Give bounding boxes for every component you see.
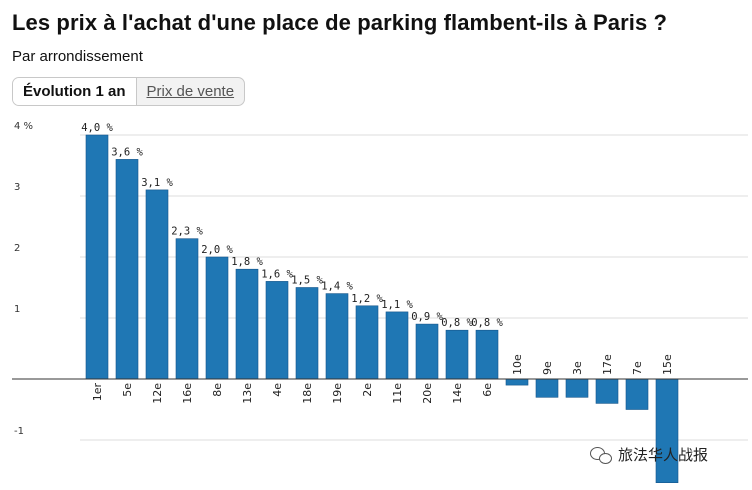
data-label: 0,8 % (471, 317, 503, 329)
wechat-icon (590, 446, 612, 464)
x-tick-label: 19e (331, 383, 344, 404)
bar-13e (235, 268, 259, 380)
watermark: 旅法华人战报 (590, 444, 708, 465)
x-tick-label: 17e (601, 354, 614, 375)
bar-1er (85, 134, 109, 380)
x-tick-label: 16e (181, 383, 194, 404)
x-tick-label: 9e (541, 361, 554, 375)
data-label: 1,2 % (351, 293, 383, 305)
bar-6e (475, 329, 499, 380)
bar-10e (505, 378, 529, 386)
x-tick-label: 13e (241, 383, 254, 404)
bar-9e (535, 378, 559, 398)
data-label: 1,8 % (231, 256, 263, 268)
data-label: 4,0 % (81, 122, 113, 134)
x-tick-label: 11e (391, 383, 404, 404)
bar-19e (325, 293, 349, 380)
y-tick-label: 3 (14, 182, 20, 193)
data-label: 0,9 % (411, 311, 443, 323)
x-tick-label: 15e (661, 354, 674, 375)
data-label: 1,1 % (381, 299, 413, 311)
page-subtitle: Par arrondissement (12, 48, 143, 65)
x-tick-label: 12e (151, 383, 164, 404)
bar-16e (175, 238, 199, 380)
bar-17e (595, 378, 619, 404)
bar-2e (355, 305, 379, 380)
toggle-prix-vente-button[interactable]: Prix de vente (137, 78, 245, 105)
page-title: Les prix à l'achat d'une place de parkin… (12, 10, 668, 35)
x-tick-label: 1er (91, 383, 104, 402)
data-label: 3,1 % (141, 177, 173, 189)
data-label: 2,0 % (201, 244, 233, 256)
toggle-evolution-button[interactable]: Évolution 1 an (13, 78, 137, 105)
bar-15e (655, 378, 679, 483)
x-tick-label: 14e (451, 383, 464, 404)
bar-11e (385, 311, 409, 380)
x-tick-label: 18e (301, 383, 314, 404)
data-label: 1,6 % (261, 268, 293, 280)
data-label: 2,3 % (171, 226, 203, 238)
bar-7e (625, 378, 649, 410)
x-tick-label: 20e (421, 383, 434, 404)
bar-3e (565, 378, 589, 398)
bar-18e (295, 287, 319, 380)
x-tick-label: 5e (121, 383, 134, 397)
y-tick-label: 1 (14, 304, 20, 315)
bar-14e (445, 329, 469, 380)
x-tick-label: 10e (511, 354, 524, 375)
bar-5e (115, 159, 139, 380)
view-toggle: Évolution 1 an Prix de vente (12, 77, 246, 106)
x-tick-label: 2e (361, 383, 374, 397)
y-tick-label: 4 % (14, 121, 33, 132)
data-label: 0,8 % (441, 317, 473, 329)
bar-20e (415, 323, 439, 380)
y-tick-label: 2 (14, 243, 20, 254)
bar-8e (205, 256, 229, 380)
x-tick-label: 8e (211, 383, 224, 397)
x-tick-label: 6e (481, 383, 494, 397)
bar-4e (265, 281, 289, 380)
data-label: 1,5 % (291, 275, 323, 287)
data-label: 3,6 % (111, 146, 143, 158)
bar-12e (145, 189, 169, 380)
y-tick-label: -1 (14, 426, 24, 437)
data-label: 1,4 % (321, 281, 353, 293)
x-tick-label: 7e (631, 361, 644, 375)
watermark-text: 旅法华人战报 (618, 446, 709, 464)
x-tick-label: 4e (271, 383, 284, 397)
x-tick-label: 3e (571, 361, 584, 375)
